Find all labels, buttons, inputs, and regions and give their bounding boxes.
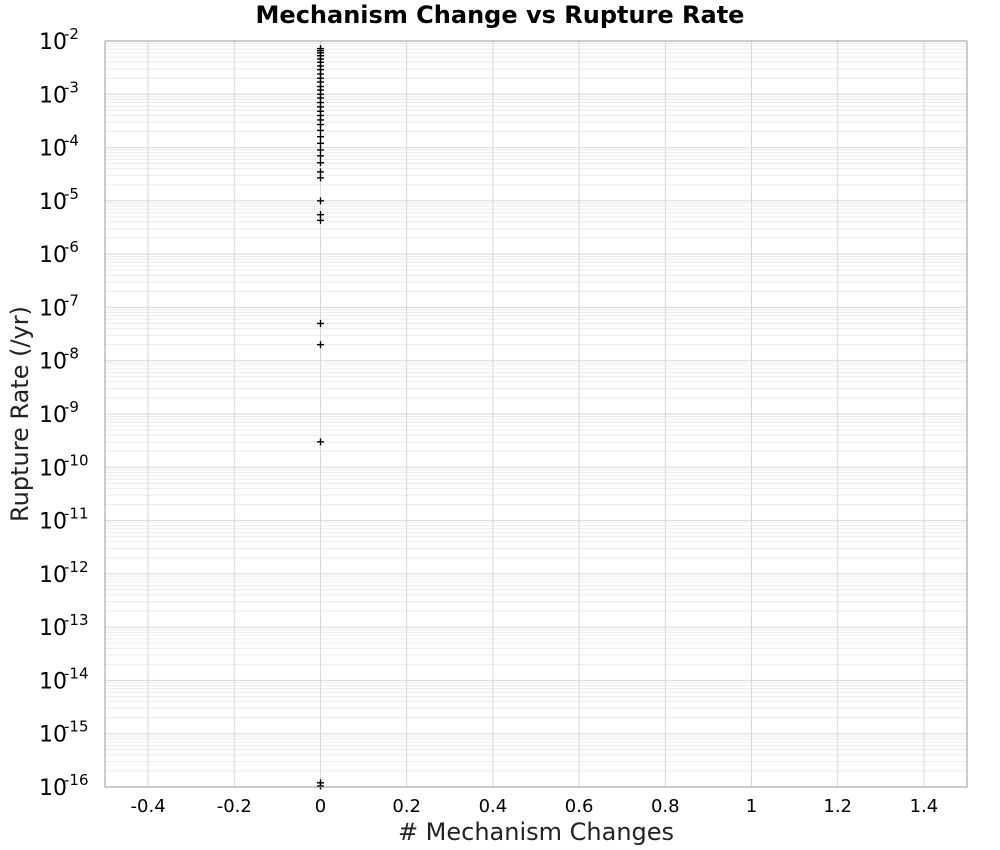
y-tick-label: 10-8 — [39, 345, 79, 375]
y-tick-label: 10-10 — [39, 451, 89, 481]
y-tick-exponent: -14 — [64, 664, 89, 682]
x-tick-label: 0 — [315, 796, 326, 817]
y-tick-base: 10 — [39, 403, 67, 428]
data-point — [317, 197, 324, 205]
x-tick-label: 0.8 — [651, 796, 680, 817]
data-point — [317, 152, 324, 160]
y-tick-label: 10-4 — [39, 132, 79, 162]
y-tick-base: 10 — [39, 776, 67, 801]
y-tick-label: 10-16 — [39, 771, 89, 801]
y-tick-exponent: -9 — [64, 398, 79, 416]
y-tick-label: 10-12 — [39, 558, 89, 588]
data-point — [317, 126, 324, 134]
y-tick-base: 10 — [39, 563, 67, 588]
y-tick-base: 10 — [39, 190, 67, 215]
x-tick-label: 0.2 — [392, 796, 421, 817]
y-tick-base: 10 — [39, 669, 67, 694]
y-tick-exponent: -7 — [64, 291, 79, 309]
y-tick-label: 10-6 — [39, 238, 79, 268]
y-tick-label: 10-5 — [39, 185, 79, 215]
y-tick-label: 10-9 — [39, 398, 79, 428]
y-tick-base: 10 — [39, 243, 67, 268]
y-tick-exponent: -16 — [64, 771, 89, 789]
y-tick-label: 10-15 — [39, 718, 89, 748]
y-tick-exponent: -12 — [64, 558, 89, 576]
y-tick-exponent: -2 — [64, 25, 79, 43]
x-tick-label: 0.4 — [479, 796, 508, 817]
x-tick-label: 1.2 — [823, 796, 852, 817]
data-point — [317, 159, 324, 167]
chart-title: Mechanism Change vs Rupture Rate — [256, 1, 745, 29]
x-tick-label: -0.2 — [217, 796, 252, 817]
y-tick-exponent: -15 — [64, 718, 89, 736]
data-point — [317, 782, 324, 790]
x-tick-label: 1 — [746, 796, 757, 817]
y-tick-base: 10 — [39, 350, 67, 375]
data-point — [317, 174, 324, 182]
data-point — [317, 133, 324, 141]
y-tick-label: 10-13 — [39, 611, 89, 641]
x-tick-labels: -0.4 -0.2 0 0.2 0.4 0.6 0.8 1 1.2 1.4 — [131, 796, 939, 817]
y-tick-base: 10 — [39, 510, 67, 535]
y-tick-label: 10-2 — [39, 25, 79, 55]
y-tick-label: 10-3 — [39, 78, 79, 108]
y-tick-exponent: -13 — [64, 611, 89, 629]
data-point — [317, 139, 324, 147]
y-tick-exponent: -5 — [64, 185, 79, 203]
data-point — [317, 438, 324, 446]
data-point — [317, 216, 324, 224]
y-tick-exponent: -10 — [64, 451, 89, 469]
y-tick-base: 10 — [39, 616, 67, 641]
x-tick-label: 0.6 — [565, 796, 594, 817]
y-tick-base: 10 — [39, 296, 67, 321]
data-point — [317, 341, 324, 349]
x-tick-label: 1.4 — [910, 796, 939, 817]
y-tick-exponent: -4 — [64, 132, 79, 150]
y-tick-exponent: -8 — [64, 345, 79, 363]
y-tick-labels: 10-210-310-410-510-610-710-810-910-1010-… — [39, 25, 89, 801]
y-tick-exponent: -11 — [64, 505, 89, 523]
y-tick-base: 10 — [39, 456, 67, 481]
y-axis-label: Rupture Rate (/yr) — [6, 306, 34, 522]
y-tick-base: 10 — [39, 137, 67, 162]
data-point — [317, 319, 324, 327]
y-tick-label: 10-11 — [39, 505, 89, 535]
y-tick-base: 10 — [39, 30, 67, 55]
y-tick-exponent: -6 — [64, 238, 79, 256]
x-axis-label: # Mechanism Changes — [398, 818, 674, 846]
y-tick-exponent: -3 — [64, 78, 79, 96]
y-tick-label: 10-14 — [39, 664, 89, 694]
y-tick-base: 10 — [39, 723, 67, 748]
x-tick-label: -0.4 — [131, 796, 166, 817]
plot-frame — [104, 40, 968, 788]
data-points — [317, 45, 324, 790]
y-tick-label: 10-7 — [39, 291, 79, 321]
y-tick-base: 10 — [39, 83, 67, 108]
grid-lines — [105, 40, 967, 788]
data-point — [317, 168, 324, 176]
